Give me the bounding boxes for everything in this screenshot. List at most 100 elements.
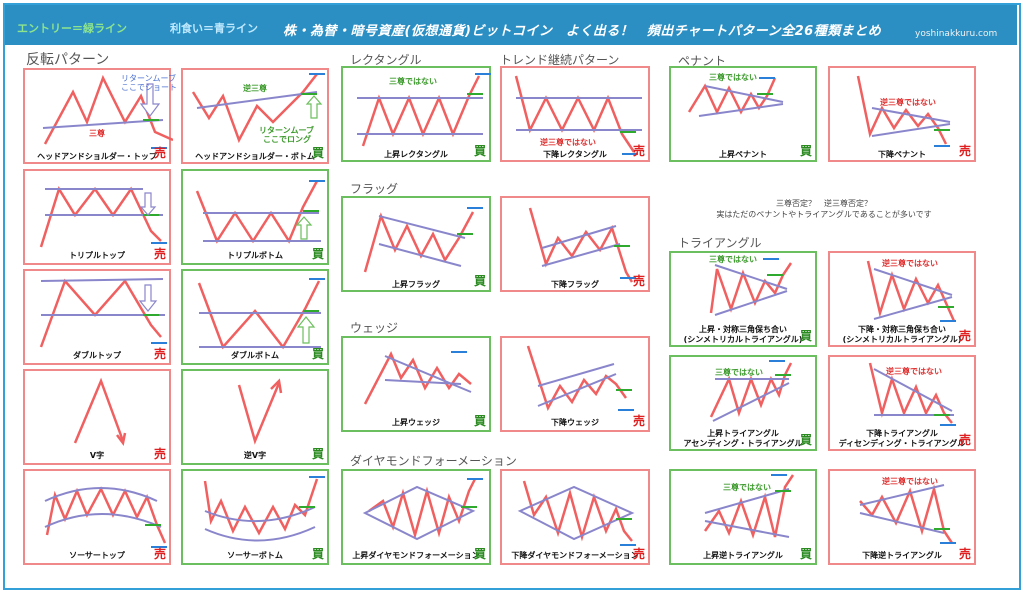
section-rectangle: レクタングル	[350, 53, 422, 67]
panel-asc-tri: 三尊ではない 上昇トライアングル アセンディング・トライアングル 買	[669, 355, 817, 451]
sell-mark: 売	[632, 274, 645, 288]
sell-mark: 売	[632, 414, 645, 428]
panel-triple-bottom: トリプルボトム 買	[181, 169, 329, 265]
label-double-bottom: ダブルボトム	[231, 351, 279, 360]
label-diamond-down: 下降ダイヤモンドフォーメーション	[511, 551, 639, 560]
sell-mark: 売	[958, 329, 971, 343]
saucer-top-chart	[44, 486, 167, 548]
label-asc-2: アセンディング・トライアングル	[683, 439, 803, 448]
site-url: yoshinakkuru.com	[915, 29, 998, 39]
label-triple-bottom: トリプルボトム	[227, 251, 283, 260]
section-diamond: ダイヤモンドフォーメーション	[350, 454, 517, 468]
label-hs-top: ヘッドアンドショルダー・トップ	[37, 152, 157, 161]
section-reversal: 反転パターン	[26, 52, 110, 68]
saucer-bottom-chart	[203, 476, 325, 542]
panel-saucer-bottom: ソーサーボトム 買	[181, 469, 329, 565]
sym-tri-down-chart	[866, 260, 956, 322]
panel-desc-tri: 逆三尊ではない 下降トライアングル ディセンディング・トライアングル 売	[828, 355, 976, 451]
return-move-short-2: ここでショート	[121, 83, 177, 92]
sell-mark: 売	[153, 347, 166, 361]
not-gyaku-annotation: 逆三尊ではない	[882, 259, 938, 268]
panel-rect-up: 三尊ではない 上昇レクタングル 買	[341, 66, 491, 162]
label-v: V字	[89, 451, 105, 460]
sell-mark: 売	[153, 247, 166, 261]
panel-diamond-down: 下降ダイヤモンドフォーメーション 売	[500, 469, 650, 565]
panel-v: V字 売	[23, 369, 171, 465]
rect-down-chart	[514, 75, 642, 155]
flag-up-chart	[363, 207, 483, 273]
sell-mark: 売	[153, 547, 166, 561]
not-gyaku-annotation: 逆三尊ではない	[880, 98, 936, 107]
label-pennant-up: 上昇ペナント	[719, 150, 767, 159]
label-desc-1: 下降トライアングル	[866, 429, 938, 438]
wedge-down-chart	[526, 345, 634, 412]
not-gyaku-annotation: 逆三尊ではない	[540, 138, 596, 147]
sym-tri-up-chart	[709, 258, 793, 316]
return-move-long-1: リターンムーブ	[259, 126, 314, 135]
section-trend: トレンド継続パターン	[500, 53, 620, 67]
sell-mark: 売	[632, 144, 645, 158]
label-wedge-down: 下降ウェッジ	[551, 418, 599, 427]
panel-wedge-down: 下降ウェッジ 売	[500, 336, 650, 432]
santon-annotation: 三尊	[89, 129, 105, 138]
label-saucer-bottom: ソーサーボトム	[227, 551, 283, 560]
label-inv-tri-down: 下降逆トライアングル	[862, 551, 942, 560]
header-bar	[5, 5, 1017, 45]
sell-mark: 売	[153, 146, 166, 160]
panel-double-bottom: ダブルボトム 買	[181, 269, 329, 365]
buy-mark: 買	[799, 329, 812, 343]
panel-triple-top: トリプルトップ 売	[23, 169, 171, 265]
pennant-down-chart	[856, 75, 951, 147]
not-santon-annotation: 三尊ではない	[709, 255, 757, 264]
label-sym-up-1: 上昇・対称三角保ち合い	[699, 325, 787, 334]
triple-top-chart	[39, 186, 167, 248]
not-santon-annotation: 三尊ではない	[723, 483, 771, 492]
buy-mark: 買	[473, 144, 486, 158]
rect-up-chart	[357, 73, 491, 147]
wedge-up-chart	[363, 351, 472, 405]
panel-sym-tri-up: 三尊ではない 上昇・対称三角保ち合い (シンメトリカルトライアングル) 買	[669, 251, 817, 347]
panel-inv-tri-up: 三尊ではない 上昇逆トライアングル 買	[669, 469, 817, 565]
buy-mark: 買	[311, 146, 324, 160]
pennant-up-chart	[687, 77, 784, 117]
panel-diamond-up: 上昇ダイヤモンドフォーメーション 買	[341, 469, 491, 565]
take-profit-legend: 利食い＝青ライン	[170, 22, 258, 35]
return-move-long-2: ここでロング	[263, 135, 311, 144]
label-sym-down-2: (シンメトリカルトライアングル)	[842, 335, 962, 344]
triple-bottom-chart	[195, 180, 325, 244]
note-line-1: 三尊否定？ 逆三尊否定？	[776, 199, 872, 208]
v-chart	[73, 377, 127, 446]
panel-inv-v: 逆V字 買	[181, 369, 329, 465]
label-triple-top: トリプルトップ	[69, 251, 125, 260]
outer-frame	[3, 3, 1021, 590]
buy-mark: 買	[311, 247, 324, 261]
page-title: 株・為替・暗号資産(仮想通貨)ビットコイン よく出る！ 頻出チャートパターン全2…	[283, 24, 882, 39]
panel-pennant-up: 三尊ではない 上昇ペナント 買	[669, 66, 817, 162]
double-top-chart	[39, 278, 167, 348]
panel-hs-top: 三尊 リターンムーブ ここでショート ヘッドアンドショルダー・トップ 売	[23, 68, 177, 164]
panel-wedge-up: 上昇ウェッジ 買	[341, 336, 491, 432]
sell-mark: 売	[958, 547, 971, 561]
panel-pennant-down: 逆三尊ではない 下降ペナント 売	[828, 66, 976, 162]
diamond-up-chart	[362, 478, 483, 541]
panel-sym-tri-down: 逆三尊ではない 下降・対称三角保ち合い (シンメトリカルトライアングル) 売	[828, 251, 976, 347]
label-inv-v: 逆V字	[243, 451, 267, 460]
buy-mark: 買	[473, 547, 486, 561]
flag-down-chart	[528, 207, 636, 283]
note-line-2: 実はただのペナントやトライアングルであることが多いです	[716, 210, 932, 219]
label-desc-2: ディセンディング・トライアングル	[838, 439, 966, 448]
not-gyaku-annotation: 逆三尊ではない	[882, 477, 938, 486]
label-asc-1: 上昇トライアングル	[707, 429, 779, 438]
not-santon-annotation: 三尊ではない	[715, 368, 763, 377]
sell-mark: 売	[153, 447, 166, 461]
hs-bottom-chart	[191, 73, 325, 144]
panel-flag-down: 下降フラッグ 売	[500, 196, 650, 292]
not-gyaku-annotation: 逆三尊ではない	[886, 367, 942, 376]
label-sym-down-1: 下降・対称三角保ち合い	[858, 325, 946, 334]
section-flag: フラッグ	[350, 182, 399, 196]
buy-mark: 買	[799, 433, 812, 447]
section-triangle: トライアングル	[678, 236, 762, 250]
label-saucer-top: ソーサートップ	[69, 551, 125, 560]
buy-mark: 買	[311, 447, 324, 461]
label-sym-up-2: (シンメトリカルトライアングル)	[683, 335, 803, 344]
